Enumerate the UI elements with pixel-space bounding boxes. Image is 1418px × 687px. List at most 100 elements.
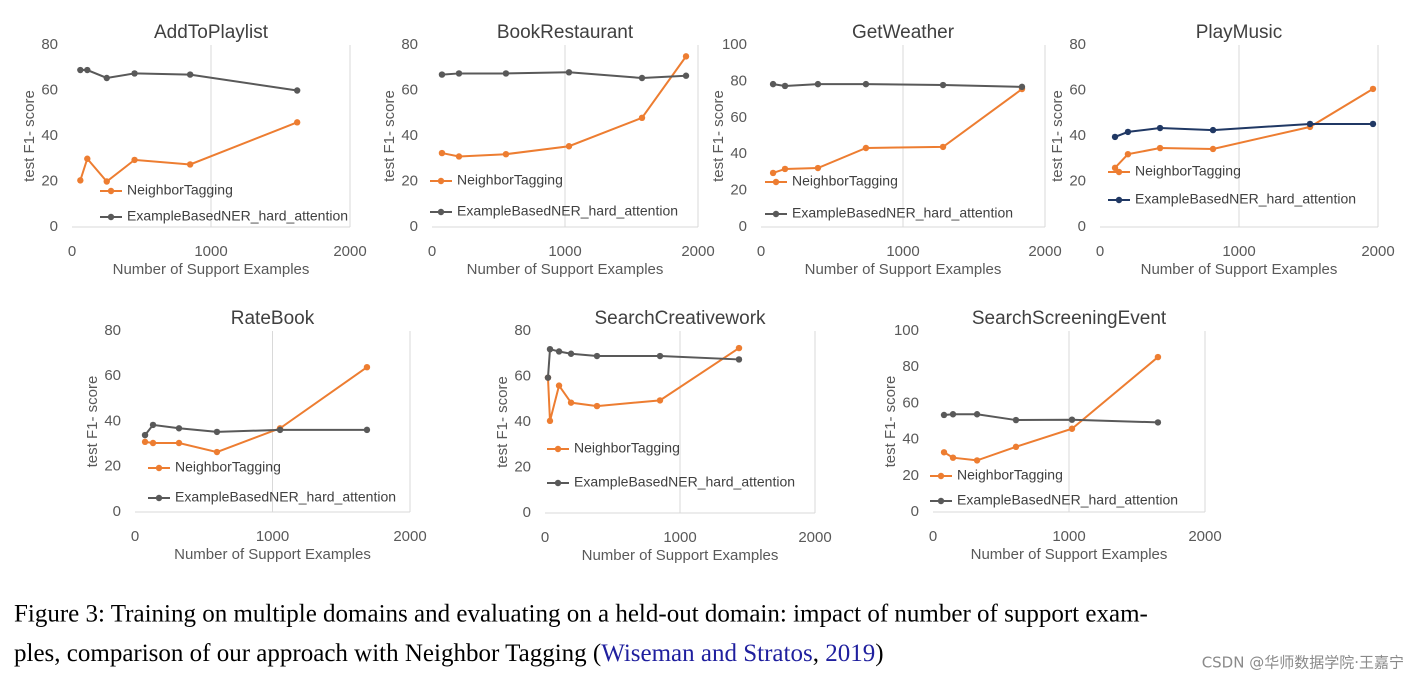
data-point [555, 348, 563, 355]
data-point [567, 399, 575, 406]
chart-panel: 0 1000 2000 0 20 40 60 80 SearchCreativework Numb… [494, 308, 832, 564]
x-tick-label: 1000 [663, 529, 696, 546]
data-point [1369, 85, 1377, 93]
y-tick-label: 80 [514, 322, 531, 339]
data-point [455, 70, 463, 77]
legend-marker [1115, 168, 1123, 176]
data-point [565, 69, 573, 76]
data-point [1156, 124, 1164, 132]
x-tick-label: 2000 [393, 528, 426, 545]
x-tick-label: 2000 [333, 243, 366, 260]
data-point [363, 426, 371, 434]
legend-marker [937, 497, 945, 505]
legend-marker [437, 208, 445, 216]
x-axis-label: Number of Support Examples [467, 261, 664, 278]
data-point [546, 346, 554, 353]
legend-label: NeighborTagging [1135, 163, 1241, 179]
y-tick-label: 80 [104, 322, 121, 339]
y-tick-label: 60 [514, 367, 531, 384]
legend-marker [155, 494, 163, 502]
data-point [103, 178, 110, 185]
y-tick-label: 40 [41, 127, 58, 144]
y-tick-label: 20 [902, 467, 919, 484]
x-tick-label: 0 [541, 529, 549, 546]
legend-label: NeighborTagging [574, 440, 680, 456]
y-tick-label: 0 [523, 504, 531, 521]
y-tick-label: 60 [730, 109, 747, 126]
y-tick-label: 0 [911, 503, 919, 520]
series-line [79, 121, 298, 183]
data-point [656, 352, 664, 360]
legend-label: NeighborTagging [127, 182, 233, 198]
legend-marker [1115, 196, 1123, 204]
data-point [1068, 416, 1076, 423]
data-point [781, 82, 789, 90]
y-tick-label: 80 [902, 358, 919, 375]
data-point [1124, 151, 1132, 158]
y-axis-label: test F1- score [1049, 90, 1066, 182]
legend-marker [437, 177, 445, 185]
chart-title: GetWeather [852, 22, 955, 43]
data-point [1012, 416, 1020, 424]
data-point [1209, 145, 1217, 153]
x-tick-label: 1000 [256, 528, 289, 545]
data-point [141, 438, 149, 446]
data-point [682, 72, 690, 79]
data-point [638, 114, 646, 122]
legend-label: ExampleBasedNER_hard_attention [574, 474, 795, 490]
y-tick-label: 60 [1069, 81, 1086, 98]
data-point [149, 421, 157, 429]
y-tick-label: 0 [1078, 218, 1086, 235]
caption-line: Figure 3: Training on multiple domains a… [14, 601, 1148, 628]
data-point [438, 71, 446, 78]
chart-panel: 0 1000 2000 0 20 40 60 80 AddToPlaylist Number of… [21, 22, 367, 278]
citation-link[interactable]: Wiseman and Stratos [601, 640, 812, 667]
x-tick-label: 2000 [681, 243, 714, 260]
y-tick-label: 40 [514, 413, 531, 430]
x-tick-label: 0 [131, 528, 139, 545]
y-tick-label: 20 [401, 172, 418, 189]
chart-title: SearchCreativework [594, 308, 766, 329]
x-axis-label: Number of Support Examples [805, 261, 1002, 278]
data-point [593, 402, 601, 410]
data-point [1068, 425, 1076, 432]
data-point [1111, 164, 1119, 172]
legend-marker [772, 178, 780, 186]
data-point [939, 81, 947, 89]
legend-label: ExampleBasedNER_hard_attention [127, 208, 348, 224]
y-tick-label: 20 [514, 458, 531, 475]
data-point [131, 70, 138, 77]
data-point [141, 431, 149, 439]
data-point [1111, 133, 1119, 141]
data-point [103, 74, 110, 82]
series-line [943, 356, 1159, 462]
y-tick-label: 80 [1069, 36, 1086, 53]
y-axis-label: test F1- score [84, 376, 101, 468]
y-tick-label: 40 [730, 145, 747, 162]
data-point [567, 350, 575, 357]
watermark: CSDN @华师数据学院·王嘉宁 [1202, 654, 1404, 672]
chart-title: PlayMusic [1196, 22, 1283, 43]
y-tick-label: 80 [730, 72, 747, 89]
x-axis-label: Number of Support Examples [174, 546, 371, 563]
data-point [862, 80, 870, 88]
series-line [772, 83, 1023, 88]
citation-link[interactable]: 2019 [825, 640, 875, 667]
data-point [1209, 126, 1217, 134]
y-axis-label: test F1- score [882, 376, 899, 468]
data-point [175, 439, 183, 447]
data-point [940, 449, 948, 456]
chart-panel: 0 1000 2000 0 20 40 60 80 100 SearchScreeningEven… [882, 308, 1222, 563]
y-tick-label: 80 [41, 36, 58, 53]
data-point [363, 364, 371, 371]
x-tick-label: 2000 [798, 529, 831, 546]
series-line [144, 366, 368, 454]
data-point [769, 169, 777, 177]
caption-text: ) [875, 640, 883, 667]
caption-line: ples, comparison of our approach with Ne… [14, 640, 884, 667]
x-axis-label: Number of Support Examples [113, 261, 310, 278]
legend-marker [107, 187, 115, 195]
chart-title: RateBook [231, 308, 315, 329]
data-point [939, 143, 947, 151]
